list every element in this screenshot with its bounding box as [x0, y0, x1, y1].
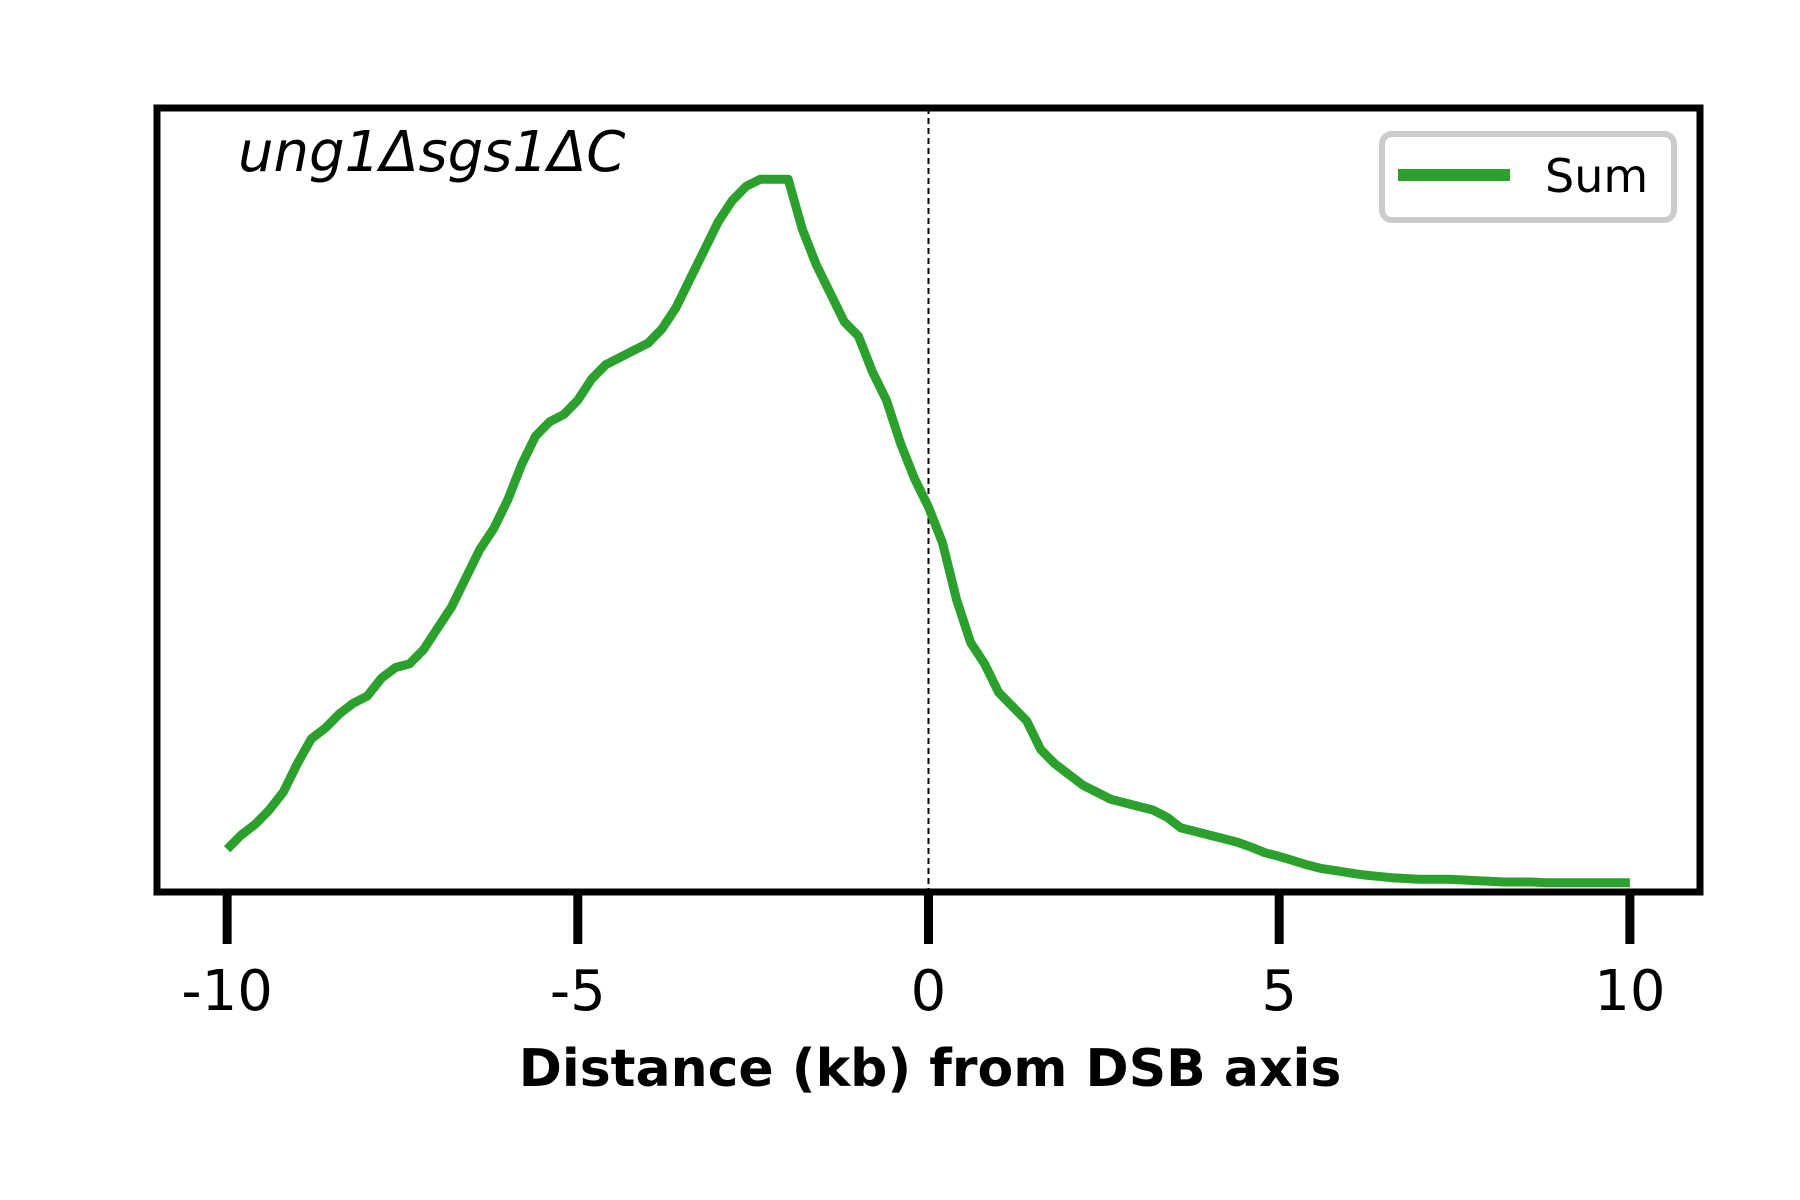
genotype-annotation: ung1Δsgs1ΔC	[238, 120, 625, 185]
legend: Sum	[1379, 131, 1677, 223]
x-tick-label: 10	[1594, 959, 1665, 1024]
series-line-sum	[223, 174, 1630, 888]
x-tick-label: -10	[181, 959, 272, 1024]
x-axis: -10 -5 0 5 10	[181, 892, 1665, 1024]
legend-label-sum: Sum	[1545, 149, 1648, 203]
legend-box	[1379, 131, 1677, 223]
x-tick-label: 0	[911, 959, 947, 1024]
x-tick-label: -5	[550, 959, 606, 1024]
x-axis-label: Distance (kb) from DSB axis	[519, 1039, 1342, 1099]
x-tick-label: 5	[1261, 959, 1297, 1024]
